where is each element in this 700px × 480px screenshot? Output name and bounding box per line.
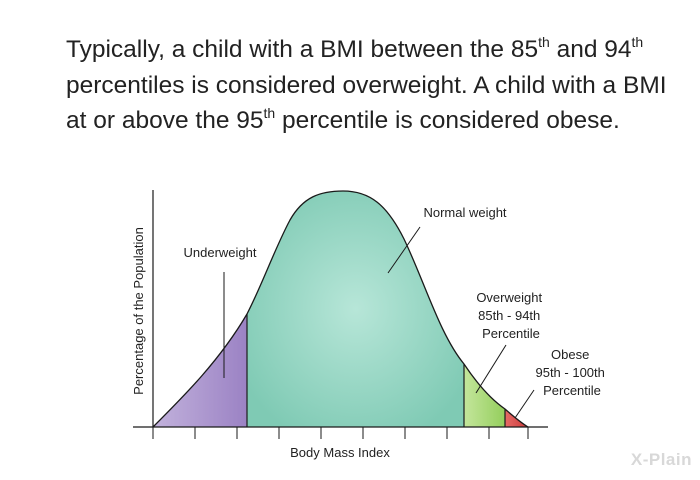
overweight-label: Overweight 85th - 94th Percentile	[476, 290, 545, 341]
headline-text-1: Typically, a child with a BMI between th…	[66, 36, 539, 63]
headline: Typically, a child with a BMI between th…	[66, 32, 686, 139]
overweight-region	[464, 364, 505, 427]
overweight-label-line: Percentile	[482, 326, 540, 341]
normal-weight-region	[247, 191, 464, 427]
x-axis-label: Body Mass Index	[290, 445, 390, 460]
normal-weight-label: Normal weight	[423, 205, 506, 220]
overweight-label-line: Overweight	[476, 290, 542, 305]
overweight-leader-line	[475, 344, 507, 394]
headline-superscript-1: th	[538, 34, 550, 50]
overweight-label-line: 85th - 94th	[478, 308, 540, 323]
x-plain-watermark-logo: X-Plain	[630, 450, 692, 469]
obese-leader-line	[514, 389, 535, 419]
x-axis-ticks	[152, 427, 529, 439]
obese-label: Obese 95th - 100th Percentile	[535, 347, 608, 398]
obese-label-line: 95th - 100th	[535, 365, 604, 380]
y-axis-label: Percentage of the Population	[131, 227, 146, 395]
underweight-region	[153, 314, 247, 427]
obese-label-line: Percentile	[543, 383, 601, 398]
headline-text-2: and 94	[549, 36, 632, 63]
headline-text-4: percentile is considered obese.	[275, 107, 620, 134]
obese-label-line: Obese	[551, 347, 589, 362]
headline-superscript-2: th	[631, 34, 644, 50]
underweight-label: Underweight	[184, 245, 257, 260]
normal-weight-leader-line	[387, 226, 421, 274]
obese-region	[505, 409, 528, 427]
headline-superscript-3: th	[263, 105, 276, 121]
headline-text-3: percentiles is considered overweight. A …	[66, 71, 667, 135]
